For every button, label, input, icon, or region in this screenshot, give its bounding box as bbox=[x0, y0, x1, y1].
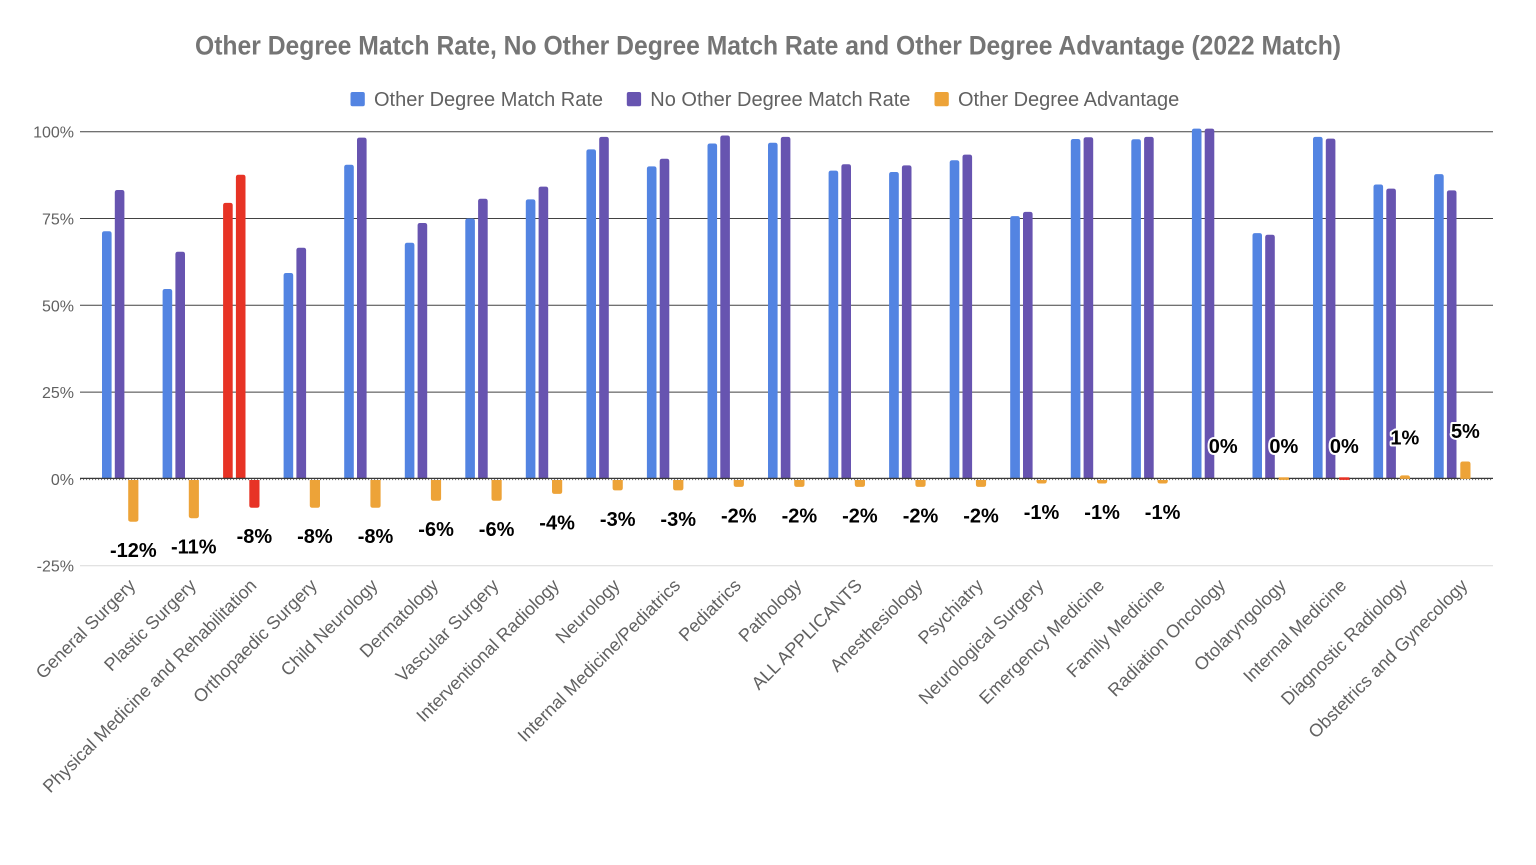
svg-text:-8%: -8% bbox=[358, 526, 394, 548]
svg-text:-2%: -2% bbox=[903, 505, 939, 527]
svg-text:25%: 25% bbox=[42, 385, 74, 402]
svg-text:-25%: -25% bbox=[37, 559, 74, 576]
svg-text:-4%: -4% bbox=[539, 512, 575, 534]
svg-text:-12%: -12% bbox=[110, 540, 157, 562]
svg-text:-2%: -2% bbox=[782, 505, 818, 527]
svg-text:Other Degree Match Rate, No Ot: Other Degree Match Rate, No Other Degree… bbox=[195, 31, 1341, 61]
svg-text:0%: 0% bbox=[51, 472, 74, 489]
svg-text:-6%: -6% bbox=[418, 519, 454, 541]
svg-text:1%: 1% bbox=[1390, 428, 1419, 450]
svg-text:5%: 5% bbox=[1451, 421, 1480, 443]
svg-text:-1%: -1% bbox=[1024, 502, 1060, 524]
svg-text:Other Degree Match Rate: Other Degree Match Rate bbox=[374, 89, 603, 111]
svg-text:-11%: -11% bbox=[171, 537, 217, 559]
svg-text:-6%: -6% bbox=[479, 519, 515, 541]
svg-text:0%: 0% bbox=[1330, 436, 1359, 458]
svg-text:0%: 0% bbox=[1209, 436, 1238, 458]
svg-text:75%: 75% bbox=[42, 212, 74, 229]
svg-text:0%: 0% bbox=[1269, 436, 1298, 458]
svg-text:Other Degree Advantage: Other Degree Advantage bbox=[958, 89, 1179, 111]
svg-text:-8%: -8% bbox=[237, 526, 273, 548]
svg-text:-8%: -8% bbox=[297, 526, 333, 548]
svg-text:-1%: -1% bbox=[1084, 502, 1120, 524]
svg-text:-2%: -2% bbox=[842, 505, 878, 527]
svg-text:-1%: -1% bbox=[1145, 502, 1181, 524]
svg-text:-2%: -2% bbox=[721, 505, 757, 527]
svg-text:-3%: -3% bbox=[600, 509, 636, 531]
svg-text:50%: 50% bbox=[42, 298, 74, 315]
svg-text:No Other Degree Match Rate: No Other Degree Match Rate bbox=[650, 89, 910, 111]
svg-text:100%: 100% bbox=[33, 125, 74, 142]
svg-text:-2%: -2% bbox=[963, 505, 999, 527]
svg-text:-3%: -3% bbox=[660, 509, 696, 531]
